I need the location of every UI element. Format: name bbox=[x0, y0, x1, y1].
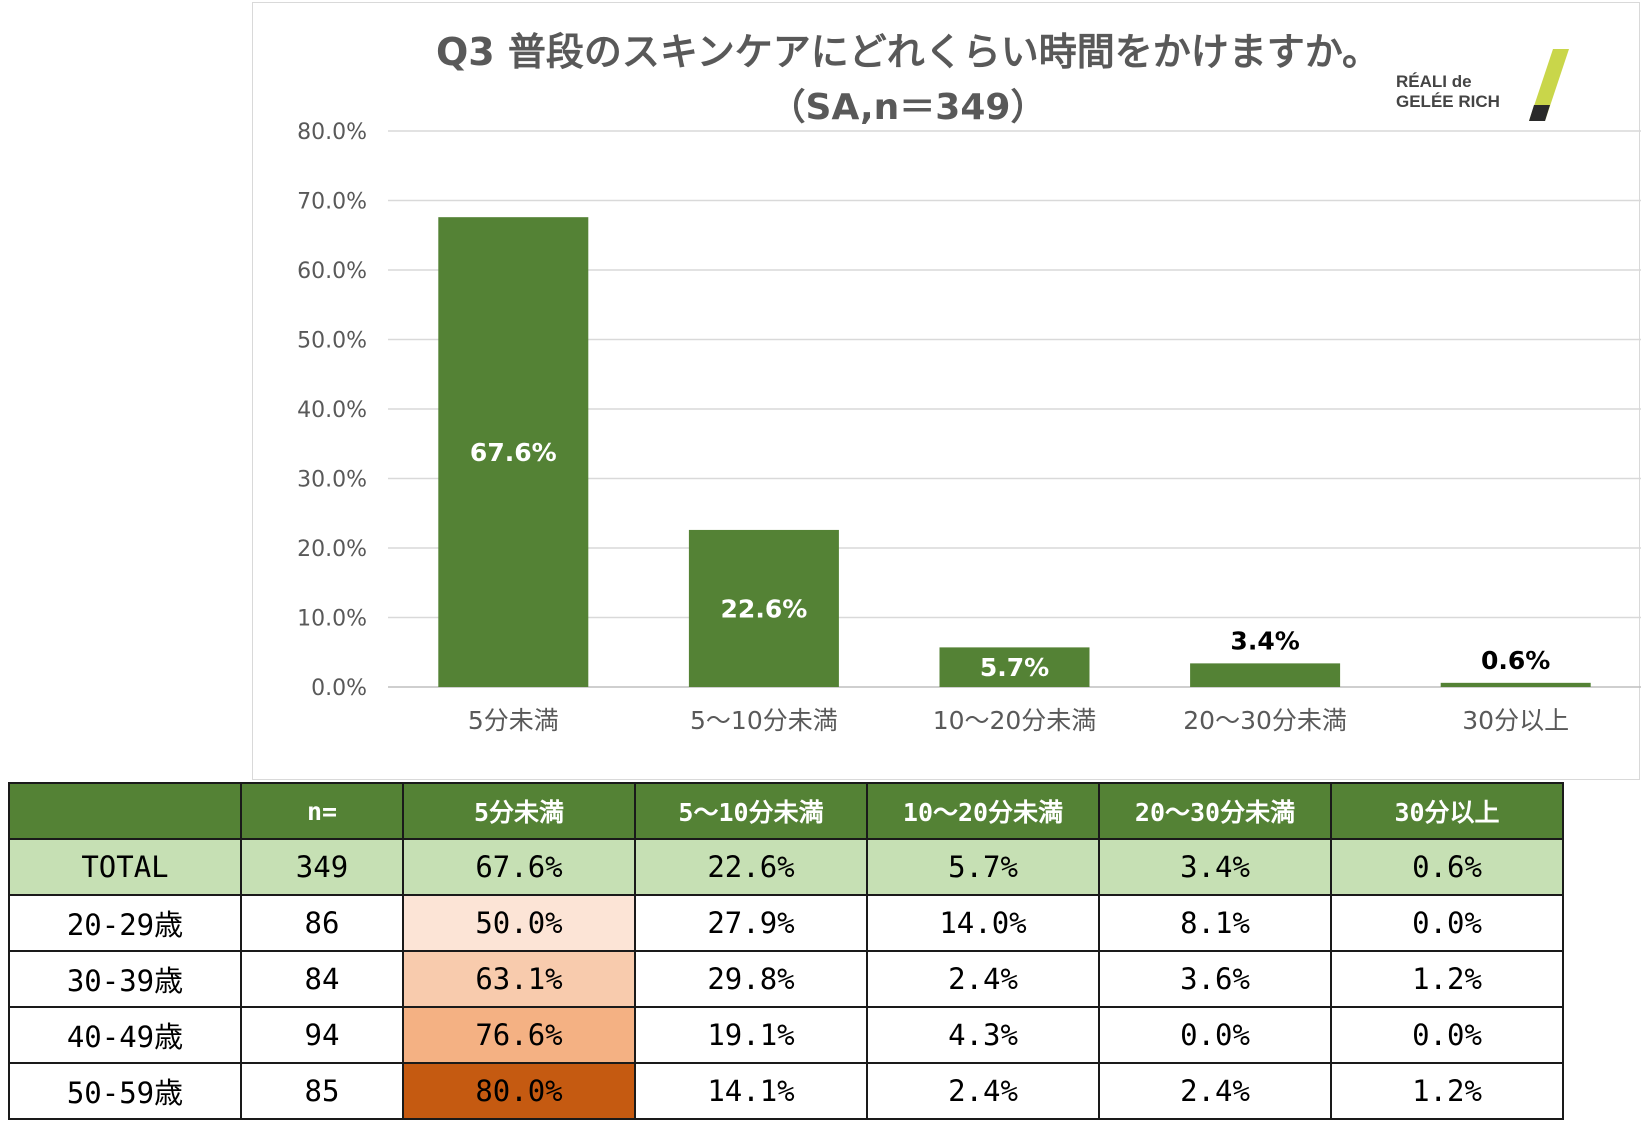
logo-mark-base-icon bbox=[1529, 105, 1550, 121]
y-axis-ticks: 0.0% 10.0% 20.0% 30.0% 40.0% 50.0% 60.0% 70.0% 8… bbox=[297, 120, 367, 701]
table-body: TOTAL 349 67.6% 22.6% 5.7% 3.4% 0.6% 20-29歳 86 50… bbox=[8, 838, 1564, 1120]
table-cell: 2.4% bbox=[866, 1062, 1100, 1120]
data-labels: 67.6% 22.6% 5.7% 3.4% 0.6% bbox=[470, 438, 1550, 682]
table-row: TOTAL 349 67.6% 22.6% 5.7% 3.4% 0.6% bbox=[8, 838, 1564, 896]
y-tick-label: 60.0% bbox=[297, 259, 367, 284]
logo-mark-icon bbox=[1529, 49, 1569, 121]
crosstab-table: n= 5分未満 5～10分未満 10～20分未満 20～30分未満 30分以上 TOTAL… bbox=[8, 782, 1564, 1120]
table-cell: 80.0% bbox=[402, 1062, 636, 1120]
table-cell: 19.1% bbox=[634, 1006, 868, 1064]
table-cell: 14.1% bbox=[634, 1062, 868, 1120]
grid-lines bbox=[388, 130, 1641, 688]
row-label-cell: 50-59歳 bbox=[8, 1062, 242, 1120]
row-label-cell: 30-39歳 bbox=[8, 950, 242, 1008]
table-row: 30-39歳 84 63.1% 29.8% 2.4% 3.6% 1.2% bbox=[8, 950, 1564, 1008]
table-cell: 1.2% bbox=[1330, 950, 1564, 1008]
table-header-row: n= 5分未満 5～10分未満 10～20分未満 20～30分未満 30分以上 bbox=[8, 782, 1564, 840]
x-axis-categories: 5分未満 5～10分未満 10～20分未満 20～30分未満 30分以上 bbox=[468, 706, 1569, 735]
y-tick-label: 30.0% bbox=[297, 468, 367, 493]
table-cell: 3.4% bbox=[1098, 838, 1332, 896]
table-cell: 8.1% bbox=[1098, 894, 1332, 952]
bar-data-label: 0.6% bbox=[1481, 646, 1550, 675]
table-cell: 1.2% bbox=[1330, 1062, 1564, 1120]
table-cell: 85 bbox=[240, 1062, 404, 1120]
y-tick-label: 40.0% bbox=[297, 398, 367, 423]
table-header-cell: 5～10分未満 bbox=[634, 782, 868, 840]
x-category-label: 5～10分未満 bbox=[690, 706, 838, 735]
x-category-label: 30分以上 bbox=[1462, 706, 1569, 735]
x-category-label: 20～30分未満 bbox=[1183, 706, 1347, 735]
table-header-cell: 5分未満 bbox=[402, 782, 636, 840]
table-cell: 22.6% bbox=[634, 838, 868, 896]
table-cell: 76.6% bbox=[402, 1006, 636, 1064]
table-cell: 5.7% bbox=[866, 838, 1100, 896]
y-tick-label: 10.0% bbox=[297, 607, 367, 632]
y-tick-label: 70.0% bbox=[297, 190, 367, 215]
y-tick-label: 20.0% bbox=[297, 537, 367, 562]
table-header-cell: 30分以上 bbox=[1330, 782, 1564, 840]
logo-text-line1: RÉALI de bbox=[1396, 72, 1472, 91]
table-header-cell bbox=[8, 782, 242, 840]
table-cell: 86 bbox=[240, 894, 404, 952]
bar-data-label: 67.6% bbox=[470, 438, 557, 467]
table-cell: 50.0% bbox=[402, 894, 636, 952]
logo-text-line2: GELÉE RICH bbox=[1396, 92, 1500, 111]
bars bbox=[438, 217, 1591, 687]
table-cell: 2.4% bbox=[866, 950, 1100, 1008]
table-cell: 2.4% bbox=[1098, 1062, 1332, 1120]
row-label-cell: 40-49歳 bbox=[8, 1006, 242, 1064]
table-cell: 67.6% bbox=[402, 838, 636, 896]
table-cell: 3.6% bbox=[1098, 950, 1332, 1008]
bar-data-label: 5.7% bbox=[980, 653, 1049, 682]
chart-title: Q3 普段のスキンケアにどれくらい時間をかけますか。 bbox=[436, 30, 1380, 74]
table-header-cell: 10～20分未満 bbox=[866, 782, 1100, 840]
bar bbox=[438, 217, 589, 687]
table-header-cell: n= bbox=[240, 782, 404, 840]
table-cell: 63.1% bbox=[402, 950, 636, 1008]
y-tick-label: 80.0% bbox=[297, 120, 367, 145]
table-cell: 0.6% bbox=[1330, 838, 1564, 896]
bar-data-label: 3.4% bbox=[1230, 626, 1299, 655]
table-cell: 0.0% bbox=[1330, 1006, 1564, 1064]
table-row: 50-59歳 85 80.0% 14.1% 2.4% 2.4% 1.2% bbox=[8, 1062, 1564, 1120]
table-cell: 349 bbox=[240, 838, 404, 896]
table-row: 40-49歳 94 76.6% 19.1% 4.3% 0.0% 0.0% bbox=[8, 1006, 1564, 1064]
table-cell: 94 bbox=[240, 1006, 404, 1064]
table-cell: 84 bbox=[240, 950, 404, 1008]
table-cell: 0.0% bbox=[1330, 894, 1564, 952]
table-cell: 4.3% bbox=[866, 1006, 1100, 1064]
bar bbox=[1440, 682, 1591, 687]
brand-logo: RÉALI de GELÉE RICH bbox=[1396, 49, 1569, 121]
bar bbox=[1190, 663, 1341, 687]
bar bbox=[939, 647, 1090, 687]
row-label-cell: 20-29歳 bbox=[8, 894, 242, 952]
x-category-label: 10～20分未満 bbox=[933, 706, 1097, 735]
bar-chart: Q3 普段のスキンケアにどれくらい時間をかけますか。 （SA,n＝349） RÉ… bbox=[297, 30, 1641, 735]
y-tick-label: 50.0% bbox=[297, 329, 367, 354]
table-cell: 14.0% bbox=[866, 894, 1100, 952]
x-category-label: 5分未満 bbox=[468, 706, 559, 735]
table-header-cell: 20～30分未満 bbox=[1098, 782, 1332, 840]
table-cell: 0.0% bbox=[1098, 1006, 1332, 1064]
table-cell: 29.8% bbox=[634, 950, 868, 1008]
row-label-cell: TOTAL bbox=[8, 838, 242, 896]
chart-subtitle: （SA,n＝349） bbox=[770, 87, 1047, 128]
bar bbox=[688, 529, 839, 687]
bar-data-label: 22.6% bbox=[721, 594, 808, 623]
chart-panel: Q3 普段のスキンケアにどれくらい時間をかけますか。 （SA,n＝349） RÉ… bbox=[252, 2, 1641, 780]
y-tick-label: 0.0% bbox=[311, 676, 367, 701]
table-row: 20-29歳 86 50.0% 27.9% 14.0% 8.1% 0.0% bbox=[8, 894, 1564, 952]
table-cell: 27.9% bbox=[634, 894, 868, 952]
